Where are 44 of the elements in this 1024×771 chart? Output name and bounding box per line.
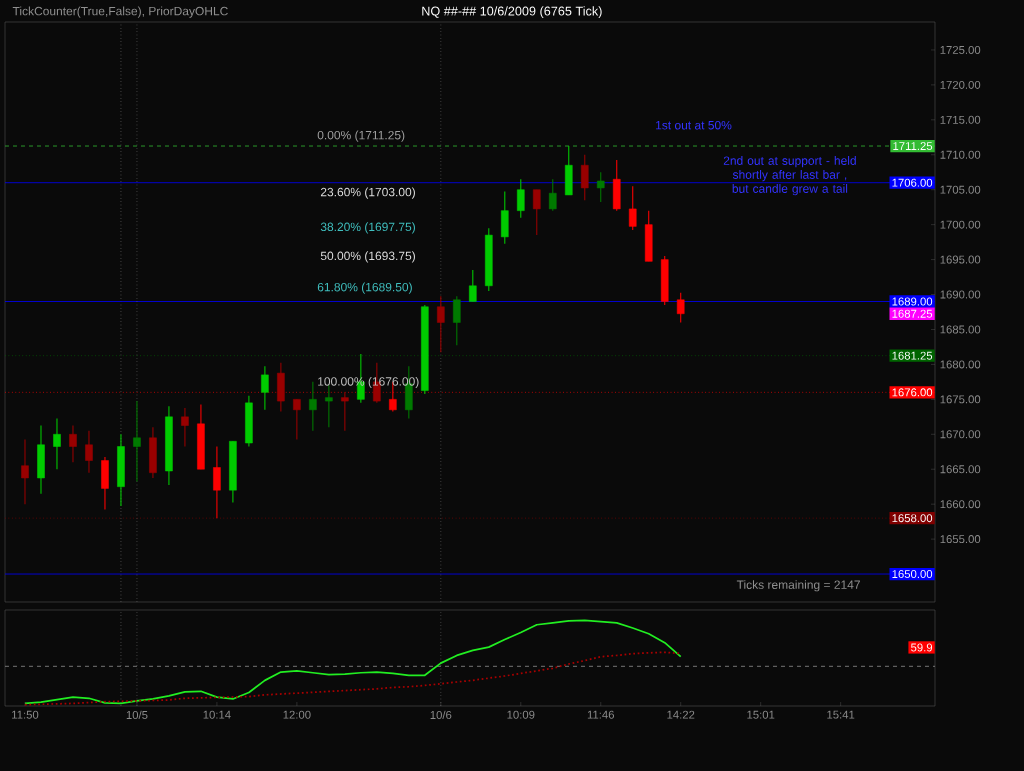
chart-title: NQ ##-## 10/6/2009 (6765 Tick) [422, 6, 602, 19]
x-tick-label: 12:00 [283, 710, 311, 719]
text: TickCounter(True,False), PriorDayOHLC [12, 6, 228, 18]
annotation: 61.80% (1689.50) [317, 282, 412, 294]
y-tick-label: 1660.00 [940, 500, 981, 509]
ref-line-label: 1706.00 [892, 178, 933, 187]
x-tick-label: 10:09 [507, 710, 535, 719]
x-tick-label: 11:50 [12, 710, 39, 719]
y-tick-label: 1715.00 [940, 115, 981, 124]
annotation: 23.60% (1703.00) [320, 187, 415, 199]
annotation: 59.9 [911, 643, 933, 652]
y-tick-label: 1700.00 [940, 220, 981, 229]
y-tick-label: 1680.00 [940, 360, 981, 369]
y-tick-label: 1670.00 [940, 430, 981, 439]
y-tick-label: 1705.00 [940, 185, 981, 194]
y-tick-label: 1720.00 [940, 80, 981, 89]
x-tick-label: 15:41 [827, 710, 855, 719]
annotation: 1687.25 [892, 309, 933, 318]
ref-line-label: 1676.00 [892, 388, 933, 397]
ref-line-label: 1658.00 [892, 514, 933, 523]
annotation: 2nd out at support - held shortly after last bar , but candle grew a tail [723, 156, 856, 196]
ref-line-label: 1650.00 [892, 570, 933, 579]
annotation: 0.00% (1711.25) [317, 130, 405, 142]
x-tick-label: 10/6 [430, 710, 452, 720]
y-tick-label: 1675.00 [940, 395, 981, 404]
y-tick-label: 1710.00 [940, 150, 981, 159]
annotation: 50.00% (1693.75) [320, 251, 415, 263]
annotation: 38.20% (1697.75) [320, 222, 415, 234]
annotation: Ticks remaining = 2147 [736, 580, 860, 592]
y-tick-label: 1685.00 [940, 325, 981, 334]
ref-line-label: 1689.00 [892, 297, 933, 306]
y-tick-label: 1695.00 [940, 255, 981, 264]
x-tick-label: 10:14 [203, 710, 231, 719]
ref-line-label: 1711.25 [893, 142, 933, 151]
x-tick-label: 14:22 [667, 710, 695, 719]
ref-line-label: 1681.25 [892, 351, 933, 360]
y-tick-label: 1690.00 [940, 290, 981, 299]
x-tick-label: 10/5 [126, 710, 148, 720]
annotation: 1st out at 50% [656, 120, 732, 130]
x-tick-label: 11:46 [587, 710, 615, 719]
y-tick-label: 1655.00 [940, 535, 981, 544]
y-tick-label: 1665.00 [940, 465, 981, 474]
y-tick-label: 1725.00 [940, 45, 981, 54]
x-tick-label: 15:01 [747, 710, 775, 719]
